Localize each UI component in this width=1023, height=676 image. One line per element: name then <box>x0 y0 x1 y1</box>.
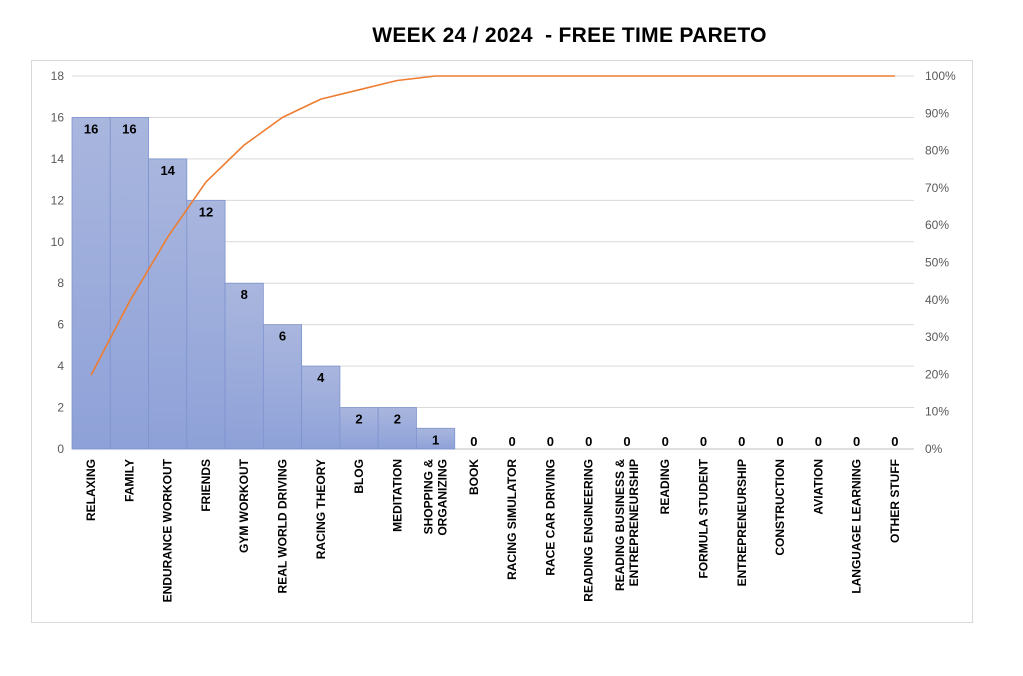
y-tick-label: 14 <box>51 152 65 166</box>
category-label: SHOPPING & <box>422 459 436 535</box>
bar <box>339 407 379 450</box>
y-tick-label: 12 <box>51 193 65 207</box>
category-label: AVIATION <box>811 459 825 515</box>
cumulative-line <box>90 75 895 376</box>
category-label: FAMILY <box>122 459 136 502</box>
data-label: 0 <box>509 434 516 449</box>
y2-tick-label: 0% <box>925 442 943 456</box>
category-label: RACING THEORY <box>314 459 328 559</box>
category-label: CONSTRUCTION <box>773 459 787 556</box>
y-tick-label: 18 <box>51 69 65 83</box>
category-label: ENDURANCE WORKOUT <box>161 458 175 602</box>
category-label: OTHER STUFF <box>888 459 902 543</box>
bar <box>262 324 303 450</box>
category-label: ENTREPRENEURSHIP <box>735 459 749 586</box>
data-label: 2 <box>394 412 401 427</box>
bar <box>148 158 188 450</box>
category-label: LANGUAGE LEARNING <box>850 459 864 594</box>
category-label: BOOK <box>467 459 481 495</box>
y2-tick-label: 90% <box>925 106 949 120</box>
data-label: 0 <box>776 434 783 449</box>
data-label: 0 <box>623 434 630 449</box>
y-tick-label: 6 <box>57 318 64 332</box>
data-label: 0 <box>470 434 477 449</box>
bar <box>186 199 226 450</box>
data-labels: 16 16 14 12 8 6 4 2 2 1 0 0 0 0 0 0 0 0 0 0 0 0 <box>84 121 899 449</box>
category-label: ENTREPRENEURSHIP <box>627 459 641 586</box>
category-label: FORMULA STUDENT <box>697 458 711 578</box>
bar <box>377 407 417 450</box>
data-label: 0 <box>815 434 822 449</box>
y-axis-left: 0 2 4 6 8 10 12 14 16 18 <box>51 69 65 456</box>
y2-tick-label: 20% <box>925 367 949 381</box>
category-label: REAL WORLD DRIVING <box>276 459 290 593</box>
data-label: 12 <box>199 204 213 219</box>
y2-tick-label: 50% <box>925 256 949 270</box>
category-label: ORGANIZING <box>436 459 450 536</box>
bar <box>416 427 456 450</box>
bars <box>71 117 456 450</box>
x-axis: RELAXING FAMILY ENDURANCE WORKOUT FRIENDS GY… <box>84 458 902 602</box>
y-tick-label: 0 <box>57 442 64 456</box>
y-tick-label: 16 <box>51 110 65 124</box>
y-tick-label: 10 <box>51 235 65 249</box>
data-label: 6 <box>279 329 286 344</box>
data-label: 0 <box>662 434 669 449</box>
data-label: 16 <box>122 121 136 136</box>
category-label: FRIENDS <box>199 459 213 512</box>
data-label: 1 <box>432 432 439 447</box>
y-tick-label: 8 <box>57 276 64 290</box>
category-label: GYM WORKOUT <box>237 458 251 553</box>
data-label: 14 <box>160 163 175 178</box>
y-axis-right: 0% 10% 20% 30% 40% 50% 60% 70% 80% 90% 100% <box>925 69 956 456</box>
category-label: MEDITATION <box>390 459 404 532</box>
bar <box>224 282 264 450</box>
y2-tick-label: 100% <box>925 69 956 83</box>
data-label: 2 <box>355 412 362 427</box>
bar <box>109 117 149 450</box>
chart-frame <box>31 60 973 623</box>
category-label: READING <box>658 459 672 514</box>
data-label: 8 <box>241 287 248 302</box>
y2-tick-label: 80% <box>925 144 949 158</box>
bar <box>301 365 341 450</box>
data-label: 0 <box>585 434 592 449</box>
data-label: 0 <box>891 434 898 449</box>
y-tick-label: 4 <box>57 359 64 373</box>
category-label: READING BUSINESS & <box>613 459 627 591</box>
data-label: 0 <box>700 434 707 449</box>
y-tick-label: 2 <box>57 401 64 415</box>
category-label: READING ENGINEERING <box>582 459 596 602</box>
chart-title: WEEK 24 / 2024 - FREE TIME PARETO <box>372 24 767 47</box>
bar <box>71 117 111 450</box>
data-label: 16 <box>84 121 98 136</box>
y2-tick-label: 60% <box>925 218 949 232</box>
category-label: RACING SIMULATOR <box>505 459 519 580</box>
data-label: 0 <box>738 434 745 449</box>
y2-tick-label: 30% <box>925 330 949 344</box>
y2-tick-label: 40% <box>925 293 949 307</box>
category-label: RACE CAR DRIVING <box>543 459 557 576</box>
data-label: 0 <box>853 434 860 449</box>
data-label: 4 <box>317 370 325 385</box>
y2-tick-label: 10% <box>925 405 949 419</box>
category-label: RELAXING <box>84 459 98 521</box>
y2-tick-label: 70% <box>925 181 949 195</box>
category-label: BLOG <box>352 459 366 494</box>
cumulative-percent-line <box>90 75 895 376</box>
data-label: 0 <box>547 434 554 449</box>
